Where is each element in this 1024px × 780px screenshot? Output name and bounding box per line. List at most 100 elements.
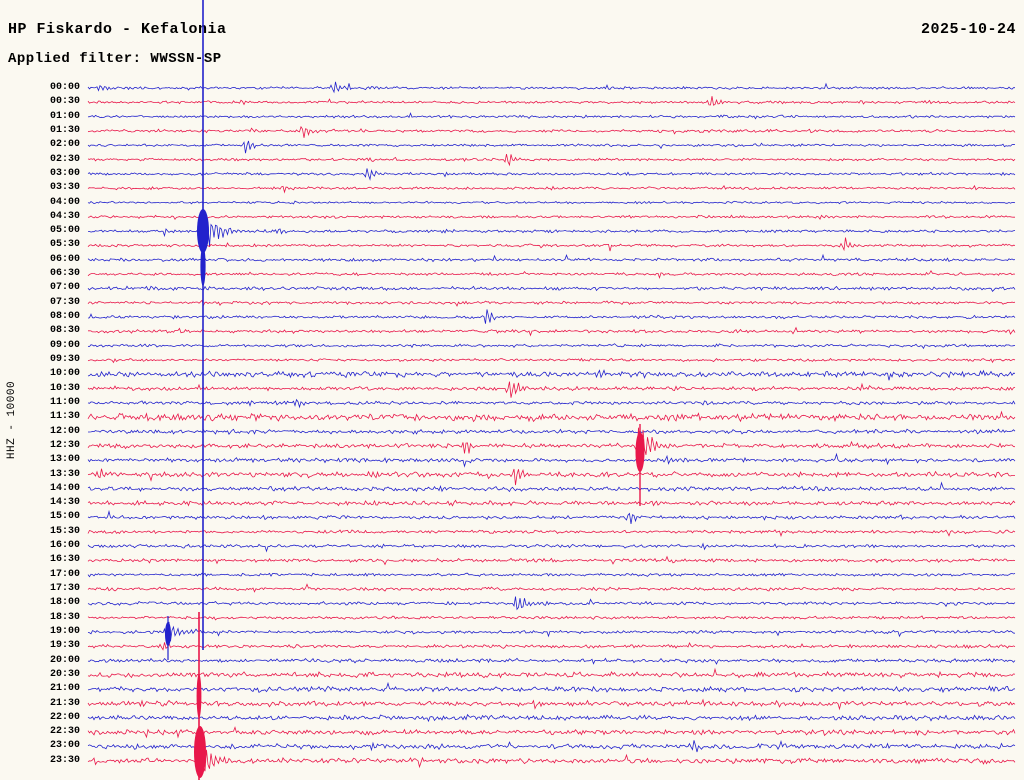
time-label-14:00: 14:00 — [49, 482, 80, 494]
trace-row-03:00 — [87, 168, 1016, 181]
trace-row-07:00 — [87, 285, 1016, 292]
trace-row-16:00 — [87, 542, 1016, 553]
event-envelope-blob-9 — [194, 726, 206, 778]
time-label-07:30: 07:30 — [49, 296, 80, 308]
event-envelope-blob-2 — [200, 246, 206, 286]
trace-row-19:30 — [87, 642, 1016, 651]
time-label-19:30: 19:30 — [49, 640, 80, 652]
time-label-22:30: 22:30 — [49, 726, 80, 738]
trace-row-22:30 — [87, 726, 1016, 739]
time-label-02:00: 02:00 — [49, 139, 80, 151]
time-label-23:00: 23:00 — [49, 740, 80, 752]
trace-row-02:30 — [87, 154, 1016, 167]
header-row: HP Fiskardo - Kefalonia 2025-10-24 — [8, 21, 1016, 38]
trace-row-14:30 — [87, 499, 1016, 507]
trace-row-06:00 — [87, 253, 1016, 263]
trace-row-19:00 — [87, 621, 1016, 642]
time-label-09:30: 09:30 — [49, 353, 80, 365]
trace-row-09:00 — [87, 343, 1016, 350]
trace-row-22:00 — [87, 713, 1016, 723]
trace-row-15:00 — [87, 509, 1016, 524]
time-label-03:00: 03:00 — [49, 167, 80, 179]
time-label-13:30: 13:30 — [49, 468, 80, 480]
time-label-04:00: 04:00 — [49, 196, 80, 208]
time-label-08:00: 08:00 — [49, 311, 80, 323]
trace-row-23:30 — [87, 744, 1016, 773]
time-label-16:30: 16:30 — [49, 554, 80, 566]
time-label-06:00: 06:00 — [49, 253, 80, 265]
time-label-12:30: 12:30 — [49, 439, 80, 451]
time-label-00:30: 00:30 — [49, 96, 80, 108]
time-label-14:30: 14:30 — [49, 497, 80, 509]
time-label-03:30: 03:30 — [49, 182, 80, 194]
trace-row-00:00 — [87, 81, 1015, 94]
time-label-20:00: 20:00 — [49, 654, 80, 666]
trace-row-03:30 — [87, 184, 1016, 194]
event-envelope-blob-6 — [165, 622, 171, 646]
station-title: HP Fiskardo - Kefalonia — [8, 21, 227, 38]
event-envelope-blob-4 — [635, 432, 645, 472]
time-label-11:00: 11:00 — [49, 396, 80, 408]
trace-row-00:30 — [87, 96, 1016, 106]
trace-row-12:00 — [88, 428, 1016, 435]
trace-row-07:30 — [87, 299, 1016, 307]
trace-row-05:30 — [87, 237, 1016, 252]
time-label-05:30: 05:30 — [49, 239, 80, 251]
trace-row-13:00 — [87, 452, 1016, 468]
trace-row-10:00 — [87, 369, 1016, 381]
time-label-20:30: 20:30 — [49, 668, 80, 680]
trace-row-17:00 — [87, 572, 1016, 578]
trace-row-23:00 — [87, 739, 1016, 753]
trace-row-11:30 — [87, 410, 1016, 423]
time-label-15:30: 15:30 — [49, 525, 80, 537]
trace-row-21:30 — [87, 698, 1016, 711]
time-label-01:00: 01:00 — [49, 110, 80, 122]
trace-row-11:00 — [87, 398, 1016, 409]
trace-row-15:30 — [87, 529, 1016, 538]
time-label-17:00: 17:00 — [49, 568, 80, 580]
trace-row-02:00 — [87, 140, 1016, 154]
trace-row-04:00 — [87, 200, 1016, 205]
time-label-17:30: 17:30 — [49, 583, 80, 595]
time-label-12:00: 12:00 — [49, 425, 80, 437]
trace-row-16:30 — [87, 555, 1016, 566]
event-envelope-blob-1 — [197, 209, 209, 253]
time-label-04:30: 04:30 — [49, 210, 80, 222]
trace-row-01:30 — [87, 125, 1016, 138]
time-label-23:30: 23:30 — [49, 754, 80, 766]
trace-row-18:00 — [87, 596, 1016, 611]
time-label-22:00: 22:00 — [49, 711, 80, 723]
trace-row-14:00 — [87, 481, 1016, 493]
time-label-13:00: 13:00 — [49, 454, 80, 466]
time-label-21:30: 21:30 — [49, 697, 80, 709]
time-label-21:00: 21:00 — [49, 683, 80, 695]
trace-row-20:30 — [87, 667, 1016, 679]
time-label-07:00: 07:00 — [49, 282, 80, 294]
trace-row-04:30 — [87, 214, 1015, 221]
trace-row-20:00 — [87, 657, 1016, 665]
time-label-16:00: 16:00 — [49, 540, 80, 552]
time-label-15:00: 15:00 — [49, 511, 80, 523]
time-label-18:00: 18:00 — [49, 597, 80, 609]
trace-row-13:30 — [87, 468, 1015, 486]
filter-label: Applied filter: WWSSN-SP — [8, 51, 222, 67]
trace-row-12:30 — [87, 427, 1016, 466]
time-label-00:00: 00:00 — [49, 82, 80, 93]
time-label-10:00: 10:00 — [49, 368, 80, 380]
time-label-18:30: 18:30 — [49, 611, 80, 623]
time-label-02:30: 02:30 — [49, 153, 80, 165]
time-label-05:00: 05:00 — [49, 225, 80, 237]
time-label-10:30: 10:30 — [49, 382, 80, 394]
trace-row-21:00 — [87, 681, 1016, 694]
trace-row-01:00 — [87, 112, 1016, 120]
trace-row-17:30 — [87, 583, 1016, 593]
trace-row-05:00 — [88, 221, 1016, 249]
time-label-19:00: 19:00 — [49, 625, 80, 637]
time-label-01:30: 01:30 — [49, 124, 80, 136]
time-label-11:30: 11:30 — [49, 411, 80, 423]
time-label-08:30: 08:30 — [49, 325, 80, 337]
trace-row-06:30 — [87, 270, 1016, 279]
trace-row-18:30 — [87, 615, 1016, 621]
